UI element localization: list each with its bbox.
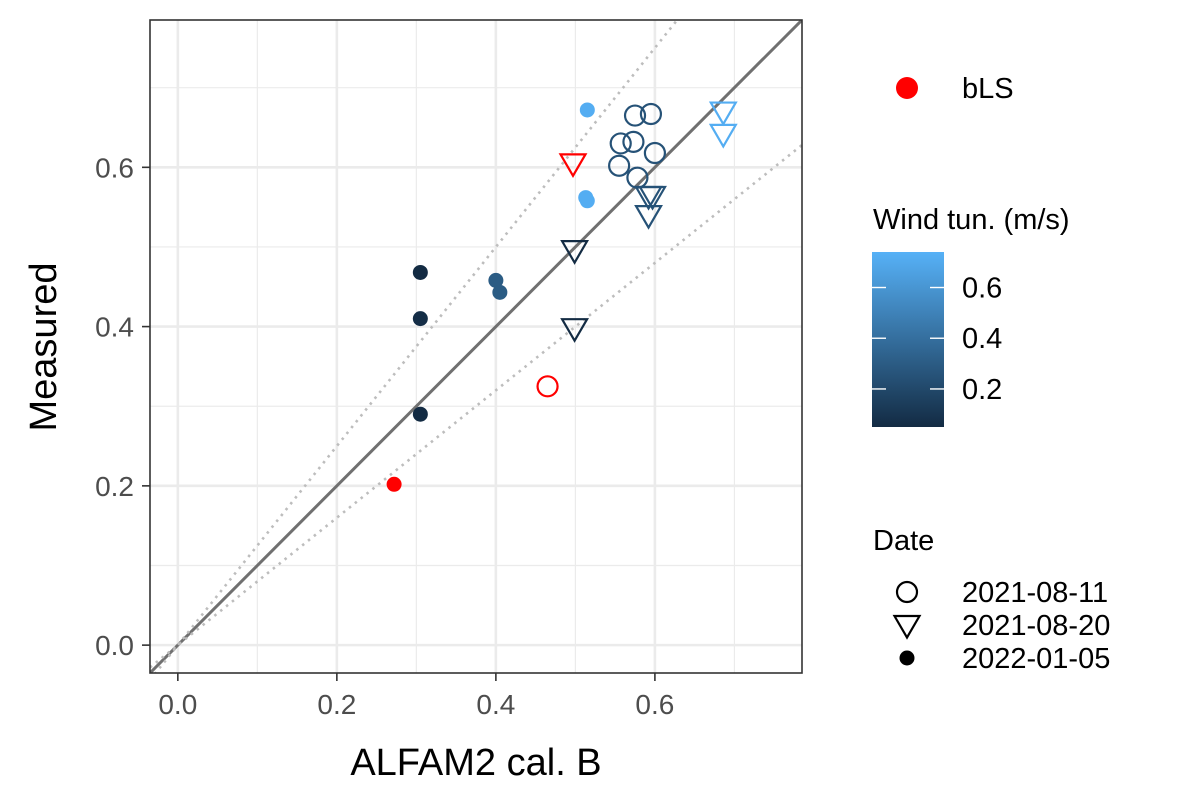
legend-shape-label: 2022-01-05 xyxy=(962,643,1110,675)
data-point-wind-tunnel xyxy=(492,284,508,300)
x-tick-label: 0.2 xyxy=(317,689,356,720)
identity-line xyxy=(150,20,802,673)
data-point-wind-tunnel xyxy=(579,193,595,209)
legend-source: bLS xyxy=(896,73,1014,105)
data-point-wind-tunnel xyxy=(623,104,647,127)
colorbar xyxy=(872,252,944,427)
reference-line-dotted xyxy=(153,20,679,673)
colorbar-tick-label: 0.6 xyxy=(962,273,1002,305)
data-point-wind-tunnel xyxy=(622,130,645,153)
legend-shape-key xyxy=(892,614,922,640)
data-point-bls xyxy=(558,153,588,179)
data-point-wind-tunnel xyxy=(608,154,631,177)
data-point-wind-tunnel xyxy=(412,406,428,422)
y-tick-label: 0.6 xyxy=(95,152,134,183)
legend-shape-key xyxy=(899,650,915,666)
x-tick-label: 0.6 xyxy=(635,689,674,720)
reference-lines xyxy=(150,20,802,673)
colorbar-tick-label: 0.4 xyxy=(962,323,1002,355)
legend-shape-label: 2021-08-20 xyxy=(962,610,1110,642)
legend-shape-label: 2021-08-11 xyxy=(962,577,1108,609)
y-tick-label: 0.4 xyxy=(95,312,134,343)
data-point-wind-tunnel xyxy=(609,132,632,155)
data-point-wind-tunnel xyxy=(708,123,738,149)
data-point-wind-tunnel xyxy=(560,318,590,343)
data-point-wind-tunnel xyxy=(412,311,428,327)
legend-colorbar: Wind tun. (m/s) 0.2 0.4 0.6 xyxy=(872,204,1070,427)
x-axis-title: ALFAM2 cal. B xyxy=(350,742,601,784)
x-axis: 0.0 0.2 0.4 0.6 xyxy=(158,673,674,720)
colorbar-tick-label: 0.2 xyxy=(962,374,1002,406)
data-point-wind-tunnel xyxy=(488,272,504,288)
legend-shape-key xyxy=(895,580,919,604)
legend-bls-key xyxy=(896,77,918,99)
legend-bls-label: bLS xyxy=(962,73,1014,105)
y-tick-label: 0.0 xyxy=(95,630,134,661)
plot-panel-border xyxy=(149,19,803,674)
data-point-wind-tunnel xyxy=(708,101,738,127)
data-point-bls xyxy=(386,476,402,492)
x-tick-label: 0.0 xyxy=(158,689,197,720)
x-tick-label: 0.4 xyxy=(476,689,515,720)
data-point-bls xyxy=(536,375,559,398)
data-point-wind-tunnel xyxy=(579,102,595,118)
grid-major xyxy=(150,20,802,673)
data-point-wind-tunnel xyxy=(638,185,667,211)
legend-shape-title: Date xyxy=(873,525,934,557)
data-point-wind-tunnel xyxy=(643,141,667,165)
colorbar-ticks: 0.2 0.4 0.6 xyxy=(872,273,1002,406)
y-axis: 0.0 0.2 0.4 0.6 xyxy=(95,152,150,661)
data-point-wind-tunnel xyxy=(560,240,590,265)
data-points xyxy=(386,101,738,492)
y-axis-title: Measured xyxy=(23,263,65,432)
data-point-wind-tunnel xyxy=(634,205,663,230)
y-tick-label: 0.2 xyxy=(95,471,134,502)
data-point-wind-tunnel xyxy=(412,264,428,280)
legend-color-title: Wind tun. (m/s) xyxy=(873,204,1070,236)
data-point-wind-tunnel xyxy=(639,102,663,126)
